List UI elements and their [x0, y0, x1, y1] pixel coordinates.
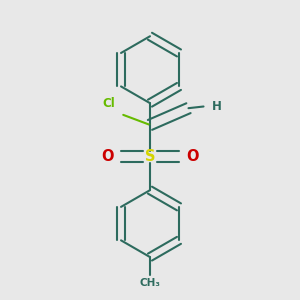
Text: CH₃: CH₃: [140, 278, 160, 288]
Text: S: S: [145, 149, 155, 164]
Text: O: O: [101, 149, 114, 164]
Text: O: O: [186, 149, 199, 164]
Text: Cl: Cl: [102, 97, 115, 110]
Text: H: H: [212, 100, 222, 113]
